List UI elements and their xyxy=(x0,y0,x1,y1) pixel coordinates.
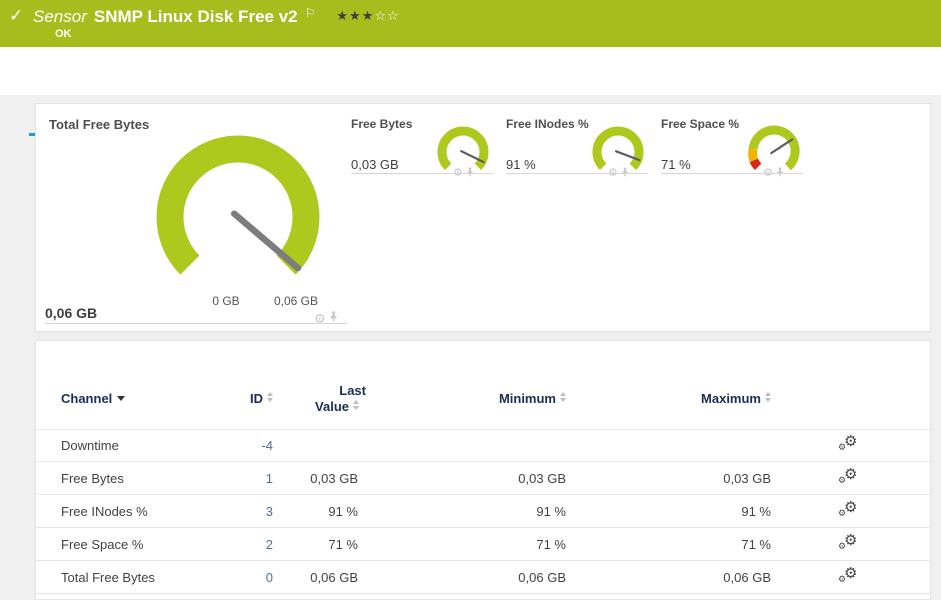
column-header-last-value-line2[interactable]: Value xyxy=(306,399,359,414)
channel-maximum: 0,06 GB xyxy=(723,570,771,585)
sort-desc-icon xyxy=(117,396,126,401)
mini-gauge-actions: ⚙ xyxy=(453,164,474,182)
channel-settings-icon[interactable]: ⚙ ⚙ xyxy=(838,499,858,518)
channel-name: Free Bytes xyxy=(61,471,124,486)
channel-name: Free INodes % xyxy=(61,504,148,519)
gauge-pin-icon[interactable] xyxy=(776,164,784,182)
mini-gauge-value: 91 % xyxy=(506,157,536,172)
gauge-settings-icon[interactable]: ⚙ xyxy=(453,167,463,179)
status-check-icon: ✓ xyxy=(9,6,24,25)
channel-minimum: 0,03 GB xyxy=(518,471,566,486)
main-gauge-value: 0,06 GB xyxy=(45,305,98,321)
table-row[interactable]: Free INodes % 3 91 % 91 % 91 % ⚙ ⚙ xyxy=(36,495,930,528)
channel-id: 3 xyxy=(265,504,273,519)
gauges-panel: Total Free Bytes 0 GB 0,06 GB 0,06 GB ⚙ … xyxy=(35,103,931,332)
mini-gauge-title: Free Space % xyxy=(661,117,740,131)
sensor-title: SNMP Linux Disk Free v2 xyxy=(93,7,298,26)
gauge-pin-icon[interactable] xyxy=(621,164,629,182)
sort-icon xyxy=(560,392,566,402)
main-gauge-actions: ⚙ xyxy=(314,309,338,327)
gauge-settings-icon[interactable]: ⚙ xyxy=(608,167,618,179)
main-gauge-scale-max: 0,06 GB xyxy=(273,294,319,308)
mini-gauge xyxy=(748,125,800,171)
gauge-pin-icon[interactable] xyxy=(466,164,474,182)
column-header-id[interactable]: ID xyxy=(231,391,273,406)
object-type-label: Sensor xyxy=(33,7,87,26)
column-header-minimum[interactable]: Minimum xyxy=(476,391,566,406)
mini-gauge-actions: ⚙ xyxy=(763,164,784,182)
main-gauge-scale-min: 0 GB xyxy=(212,294,240,308)
channel-name: Free Space % xyxy=(61,537,144,552)
main-gauge-title: Total Free Bytes xyxy=(49,117,150,132)
priority-stars[interactable]: ★★★☆☆ xyxy=(336,8,399,24)
channel-last-value: 71 % xyxy=(328,537,358,552)
gauge-settings-icon[interactable]: ⚙ xyxy=(314,310,326,326)
mini-gauge-title: Free Bytes xyxy=(351,117,413,131)
channel-minimum: 71 % xyxy=(536,537,566,552)
channel-last-value: 91 % xyxy=(328,504,358,519)
mini-gauge xyxy=(437,126,489,171)
channel-last-value: 0,03 GB xyxy=(310,471,358,486)
sort-icon xyxy=(765,392,771,402)
main-gauge-needle xyxy=(230,210,302,272)
sensor-status-banner: ✓ Sensor SNMP Linux Disk Free v2 ⚐ ★★★☆☆… xyxy=(0,0,941,47)
table-row[interactable]: Free Space % 2 71 % 71 % 71 % ⚙ ⚙ xyxy=(36,528,930,561)
channels-table-panel: Channel ID Last Value Minimum Maximum Do… xyxy=(35,340,931,600)
channel-settings-icon[interactable]: ⚙ ⚙ xyxy=(838,565,858,584)
channel-settings-icon[interactable]: ⚙ ⚙ xyxy=(838,532,858,551)
channel-id: 1 xyxy=(265,471,273,486)
table-row[interactable]: Total Free Bytes 0 0,06 GB 0,06 GB 0,06 … xyxy=(36,561,930,594)
mini-gauge-value: 0,03 GB xyxy=(351,157,399,172)
sort-icon xyxy=(267,392,273,402)
sort-icon xyxy=(353,400,359,410)
channel-settings-icon[interactable]: ⚙ ⚙ xyxy=(838,433,858,452)
channel-name: Downtime xyxy=(61,438,119,453)
channel-last-value: 0,06 GB xyxy=(310,570,358,585)
mini-gauge xyxy=(592,126,644,171)
mini-gauge-value: 71 % xyxy=(661,157,691,172)
channel-id: 0 xyxy=(265,570,273,585)
channel-minimum: 91 % xyxy=(536,504,566,519)
channel-minimum: 0,06 GB xyxy=(518,570,566,585)
mini-gauge-actions: ⚙ xyxy=(608,164,629,182)
channel-id: -4 xyxy=(261,438,273,453)
channel-settings-icon[interactable]: ⚙ ⚙ xyxy=(838,466,858,485)
sensor-status-text: OK xyxy=(55,28,72,40)
channel-maximum: 0,03 GB xyxy=(723,471,771,486)
column-header-last-value[interactable]: Last xyxy=(339,383,366,398)
main-gauge xyxy=(156,135,320,275)
channel-id: 2 xyxy=(265,537,273,552)
stars-empty[interactable]: ☆☆ xyxy=(374,8,400,23)
column-header-maximum[interactable]: Maximum xyxy=(681,391,771,406)
tab-bar: Overview Live Data 2 days 30 days 365 da… xyxy=(0,47,941,136)
table-row[interactable]: Downtime -4 ⚙ ⚙ xyxy=(36,429,930,462)
gauge-settings-icon[interactable]: ⚙ xyxy=(763,167,773,179)
table-row[interactable]: Free Bytes 1 0,03 GB 0,03 GB 0,03 GB ⚙ ⚙ xyxy=(36,462,930,495)
channel-maximum: 71 % xyxy=(741,537,771,552)
flag-icon[interactable]: ⚐ xyxy=(304,6,316,20)
channel-name: Total Free Bytes xyxy=(61,570,155,585)
channel-maximum: 91 % xyxy=(741,504,771,519)
column-header-channel[interactable]: Channel xyxy=(61,391,126,406)
mini-gauge-title: Free INodes % xyxy=(506,117,589,131)
gauge-pin-icon[interactable] xyxy=(329,309,338,327)
stars-filled[interactable]: ★★★ xyxy=(336,8,375,23)
